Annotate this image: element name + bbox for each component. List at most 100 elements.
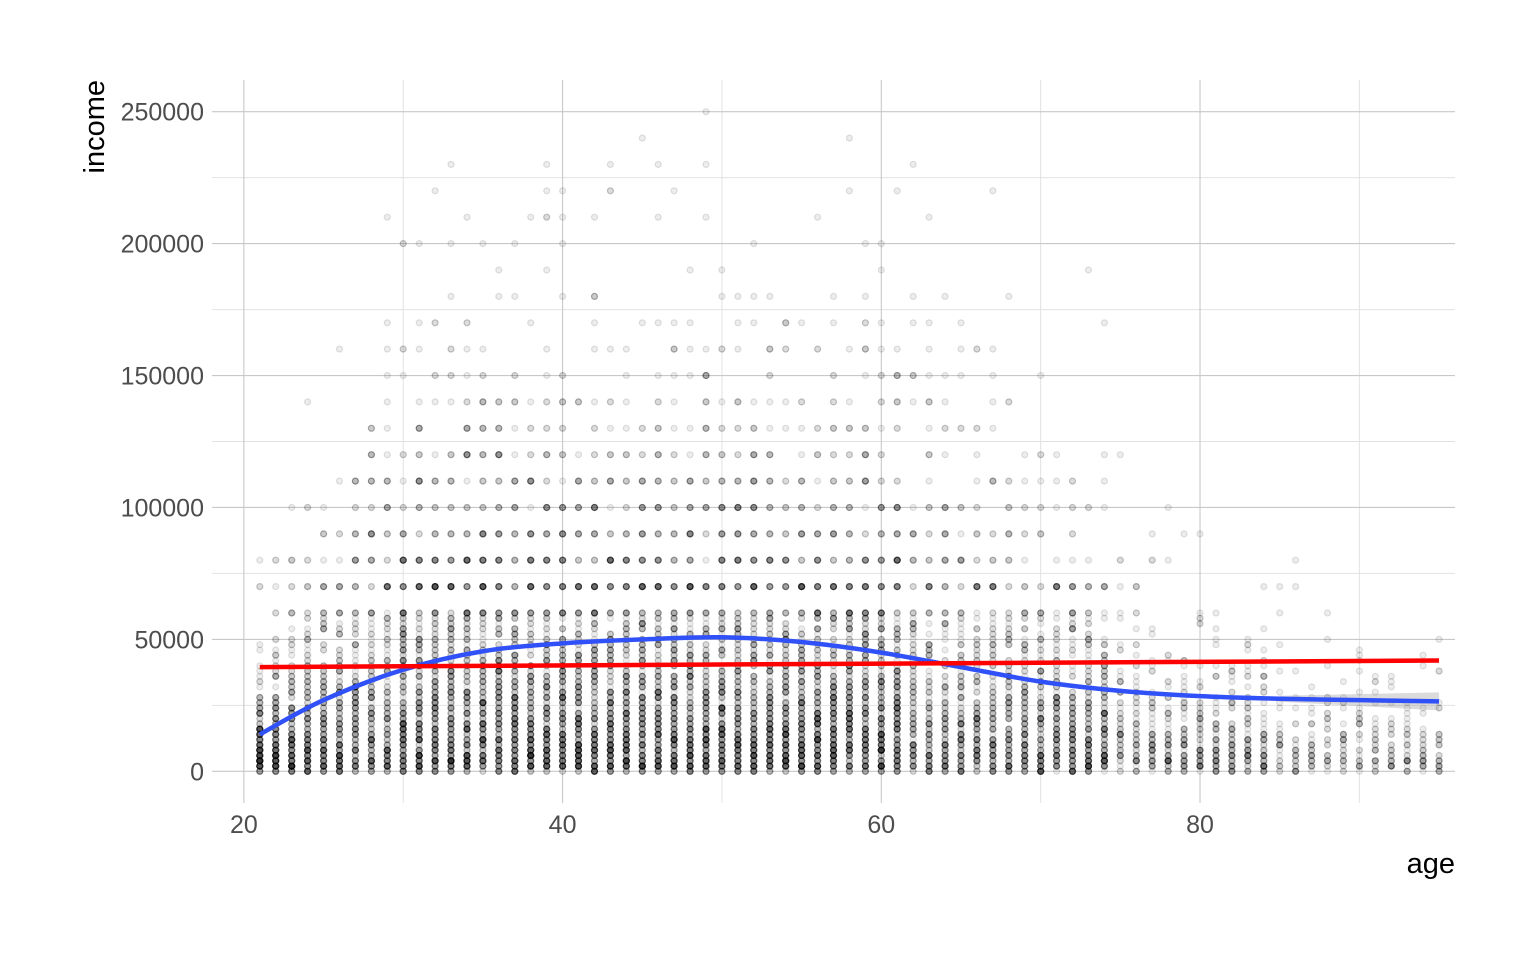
scatter-point-fill xyxy=(304,747,311,754)
scatter-point-fill xyxy=(352,747,359,754)
scatter-point xyxy=(256,704,264,712)
scatter-point xyxy=(256,746,264,754)
scatter-point-fill xyxy=(448,699,454,706)
scatter-point xyxy=(256,693,264,702)
scatter-point-fill xyxy=(256,752,263,759)
scatter-point-fill xyxy=(256,726,263,733)
scatter-point-fill xyxy=(320,625,327,632)
scatter-point-fill xyxy=(384,726,391,733)
scatter-point-fill xyxy=(272,652,279,659)
scatter-point xyxy=(256,720,264,728)
scatter-point xyxy=(256,762,264,770)
scatter-point-fill xyxy=(256,736,263,743)
scatter-point-fill xyxy=(256,768,263,775)
scatter-point-fill xyxy=(256,710,263,717)
scatter-point-fill xyxy=(384,583,391,590)
scatter-point-fill xyxy=(256,583,263,590)
scatter-point xyxy=(256,762,264,770)
scatter-point-fill xyxy=(368,768,375,775)
scatter-point-fill xyxy=(368,530,375,537)
scatter-point-fill xyxy=(256,757,263,764)
scatter-point-fill xyxy=(384,214,391,221)
scatter-point-fill xyxy=(464,631,470,638)
scatter-point-fill xyxy=(256,747,263,754)
scatter-point-fill xyxy=(336,726,343,733)
scatter-point-fill xyxy=(368,451,375,458)
scatter-point-fill xyxy=(400,451,407,458)
scatter-point-fill xyxy=(352,478,359,485)
scatter-point xyxy=(256,757,264,765)
scatter-point xyxy=(256,751,264,760)
scatter-point xyxy=(256,751,264,760)
scatter-point-fill xyxy=(272,731,279,738)
scatter-point xyxy=(256,762,264,770)
scatter-point-fill xyxy=(304,652,311,659)
scatter-point xyxy=(256,746,264,754)
scatter-point-fill xyxy=(352,583,359,590)
scatter-point xyxy=(256,683,264,691)
scatter-point-fill xyxy=(288,583,295,590)
scatter-point-fill xyxy=(256,583,263,590)
scatter-point xyxy=(256,709,264,717)
scatter-point-fill xyxy=(304,398,311,405)
scatter-point-fill xyxy=(384,683,391,690)
scatter-point-fill xyxy=(432,652,439,659)
scatter-point-fill xyxy=(416,731,423,738)
scatter-point xyxy=(256,582,264,591)
scatter-point-fill xyxy=(256,747,263,754)
scatter-point-fill xyxy=(288,504,295,511)
scatter-point-fill xyxy=(336,747,343,754)
scatter-point-fill xyxy=(400,741,407,748)
scatter-point-fill xyxy=(256,752,263,759)
scatter-point-fill xyxy=(336,583,343,590)
scatter-point xyxy=(256,746,264,754)
scatter-point-fill xyxy=(368,610,375,616)
scatter-point-fill xyxy=(272,610,279,616)
scatter-point-fill xyxy=(256,694,263,701)
scatter-point-fill xyxy=(400,372,407,379)
scatter-point-fill xyxy=(256,747,263,754)
scatter-point-fill xyxy=(448,398,454,405)
scatter-point-fill xyxy=(384,736,391,743)
scatter-point-fill xyxy=(256,747,263,754)
scatter-point-fill xyxy=(400,478,407,485)
scatter-point-fill xyxy=(448,504,454,511)
scatter-point-fill xyxy=(432,683,439,690)
scatter-point-fill xyxy=(304,636,311,643)
scatter-point-fill xyxy=(272,757,279,764)
scatter-point xyxy=(256,746,264,754)
scatter-point-fill xyxy=(288,625,295,632)
scatter-point-fill xyxy=(368,425,375,432)
scatter-point xyxy=(256,757,264,765)
scatter-point-fill xyxy=(352,557,359,564)
scatter-point-fill xyxy=(288,720,295,727)
scatter-point-fill xyxy=(464,451,470,458)
scatter-point-fill xyxy=(336,346,343,353)
scatter-point-fill xyxy=(320,641,327,648)
scatter-point xyxy=(256,709,264,717)
scatter-point xyxy=(256,741,264,749)
scatter-point-fill xyxy=(256,668,263,675)
scatter-point-fill xyxy=(256,747,263,754)
scatter-point xyxy=(256,704,264,712)
scatter-point-fill xyxy=(432,625,439,632)
scatter-point-fill xyxy=(384,425,391,432)
scatter-point-fill xyxy=(336,478,343,485)
scatter-point-fill xyxy=(336,699,343,706)
scatter-point-fill xyxy=(400,647,407,653)
scatter-point-fill xyxy=(464,689,470,696)
scatter-point-fill xyxy=(368,694,375,701)
scatter-point-fill xyxy=(256,752,263,759)
scatter-point-fill xyxy=(448,346,454,353)
scatter-point-fill xyxy=(448,673,454,680)
scatter-point-fill xyxy=(368,478,375,485)
scatter-point-fill xyxy=(320,530,327,537)
scatter-point xyxy=(256,762,264,770)
scatter-point xyxy=(256,709,264,717)
scatter-point xyxy=(256,762,264,770)
scatter-point-fill xyxy=(256,757,263,764)
scatter-point-fill xyxy=(304,731,311,738)
scatter-point xyxy=(256,751,264,760)
scatter-point-fill xyxy=(256,741,263,748)
scatter-point-fill xyxy=(256,647,263,653)
